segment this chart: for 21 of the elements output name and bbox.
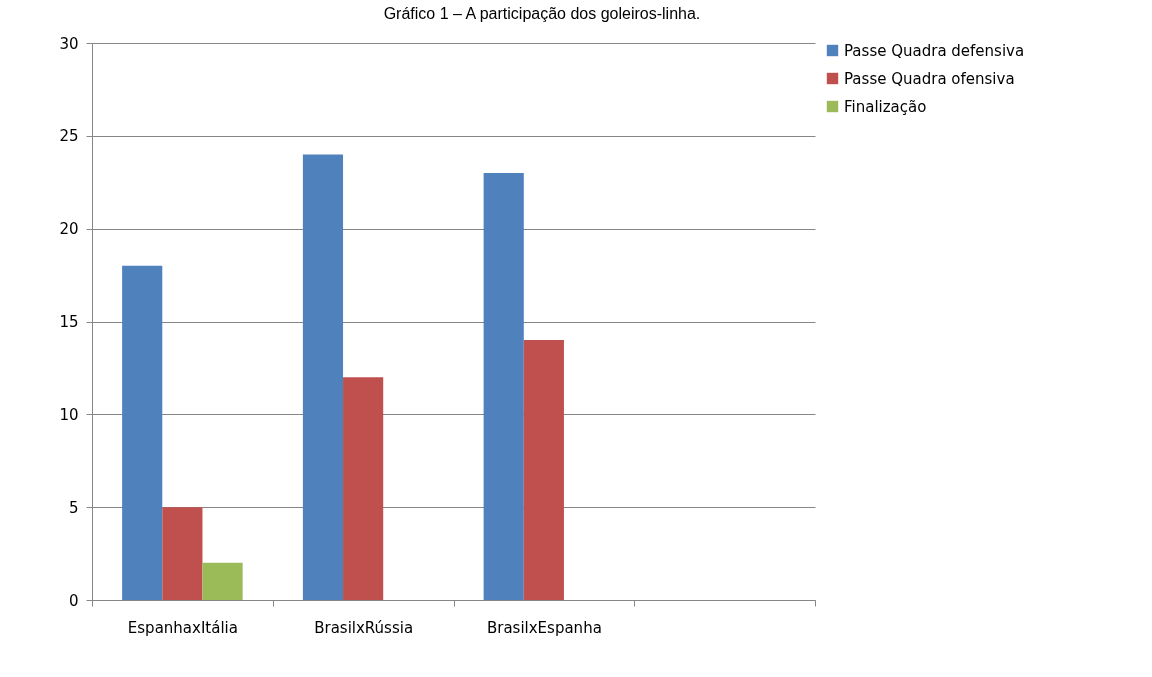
y-tick-label: 15 [59,313,79,331]
bar [162,507,203,600]
y-tick-label: 10 [59,405,79,424]
bar [523,340,564,600]
y-tick-label: 20 [59,220,79,239]
bar [343,377,384,600]
bar [122,265,163,600]
legend-label: Finalização [844,97,927,116]
y-tick-label: 30 [59,34,79,53]
bar [202,562,243,600]
y-tick-label: 0 [68,591,79,610]
y-tick-label: 25 [59,127,79,146]
x-tick-label: BrasilxEspanha [486,618,602,637]
x-tick-label: BrasilxRússia [314,618,414,637]
y-tick-label: 5 [68,498,79,517]
bar [302,154,344,600]
x-tick-label: EspanhaxItália [127,618,238,637]
chart-title: Gráfico 1 – A participação dos goleiros-linha. [383,5,701,22]
bar [483,172,524,600]
legend-label: Passe Quadra defensiva [844,41,1025,60]
legend-label: Passe Quadra ofensiva [844,69,1015,88]
